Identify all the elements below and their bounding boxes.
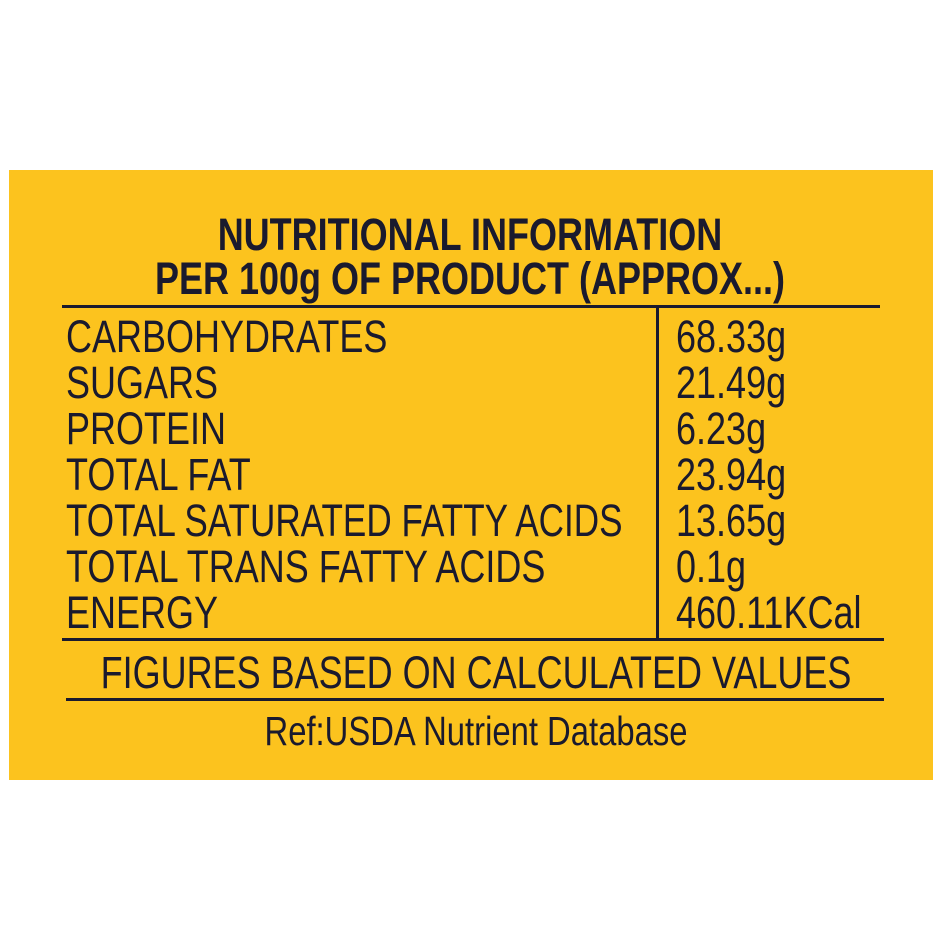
nutrient-name: SUGARS (66, 357, 219, 408)
nutrient-value: 23.94g (676, 449, 787, 500)
nutrient-value: 0.1g (676, 541, 747, 592)
nutrient-name: CARBOHYDRATES (66, 311, 388, 362)
nutrient-name: ENERGY (66, 587, 219, 638)
nutrient-value: 13.65g (676, 495, 787, 546)
table-column-divider (656, 305, 659, 641)
footnote-rule (66, 698, 884, 701)
nutrition-label-panel (9, 170, 933, 780)
nutrient-value: 6.23g (676, 403, 767, 454)
table-bottom-rule (62, 638, 884, 641)
label-subtitle: PER 100g OF PRODUCT (APPROX...) (154, 253, 786, 304)
nutrient-name: TOTAL TRANS FATTY ACIDS (66, 541, 546, 592)
nutrient-name: PROTEIN (66, 403, 227, 454)
footnote: FIGURES BASED ON CALCULATED VALUES (100, 647, 852, 698)
nutrient-value: 21.49g (676, 357, 787, 408)
table-top-rule (62, 305, 880, 308)
reference-text: Ref:USDA Nutrient Database (264, 708, 688, 754)
label-title: NUTRITIONAL INFORMATION (217, 209, 723, 260)
nutrient-value: 68.33g (676, 311, 787, 362)
nutrient-name: TOTAL FAT (66, 449, 251, 500)
nutrient-value: 460.11KCal (676, 587, 862, 638)
nutrient-name: TOTAL SATURATED FATTY ACIDS (66, 495, 623, 546)
